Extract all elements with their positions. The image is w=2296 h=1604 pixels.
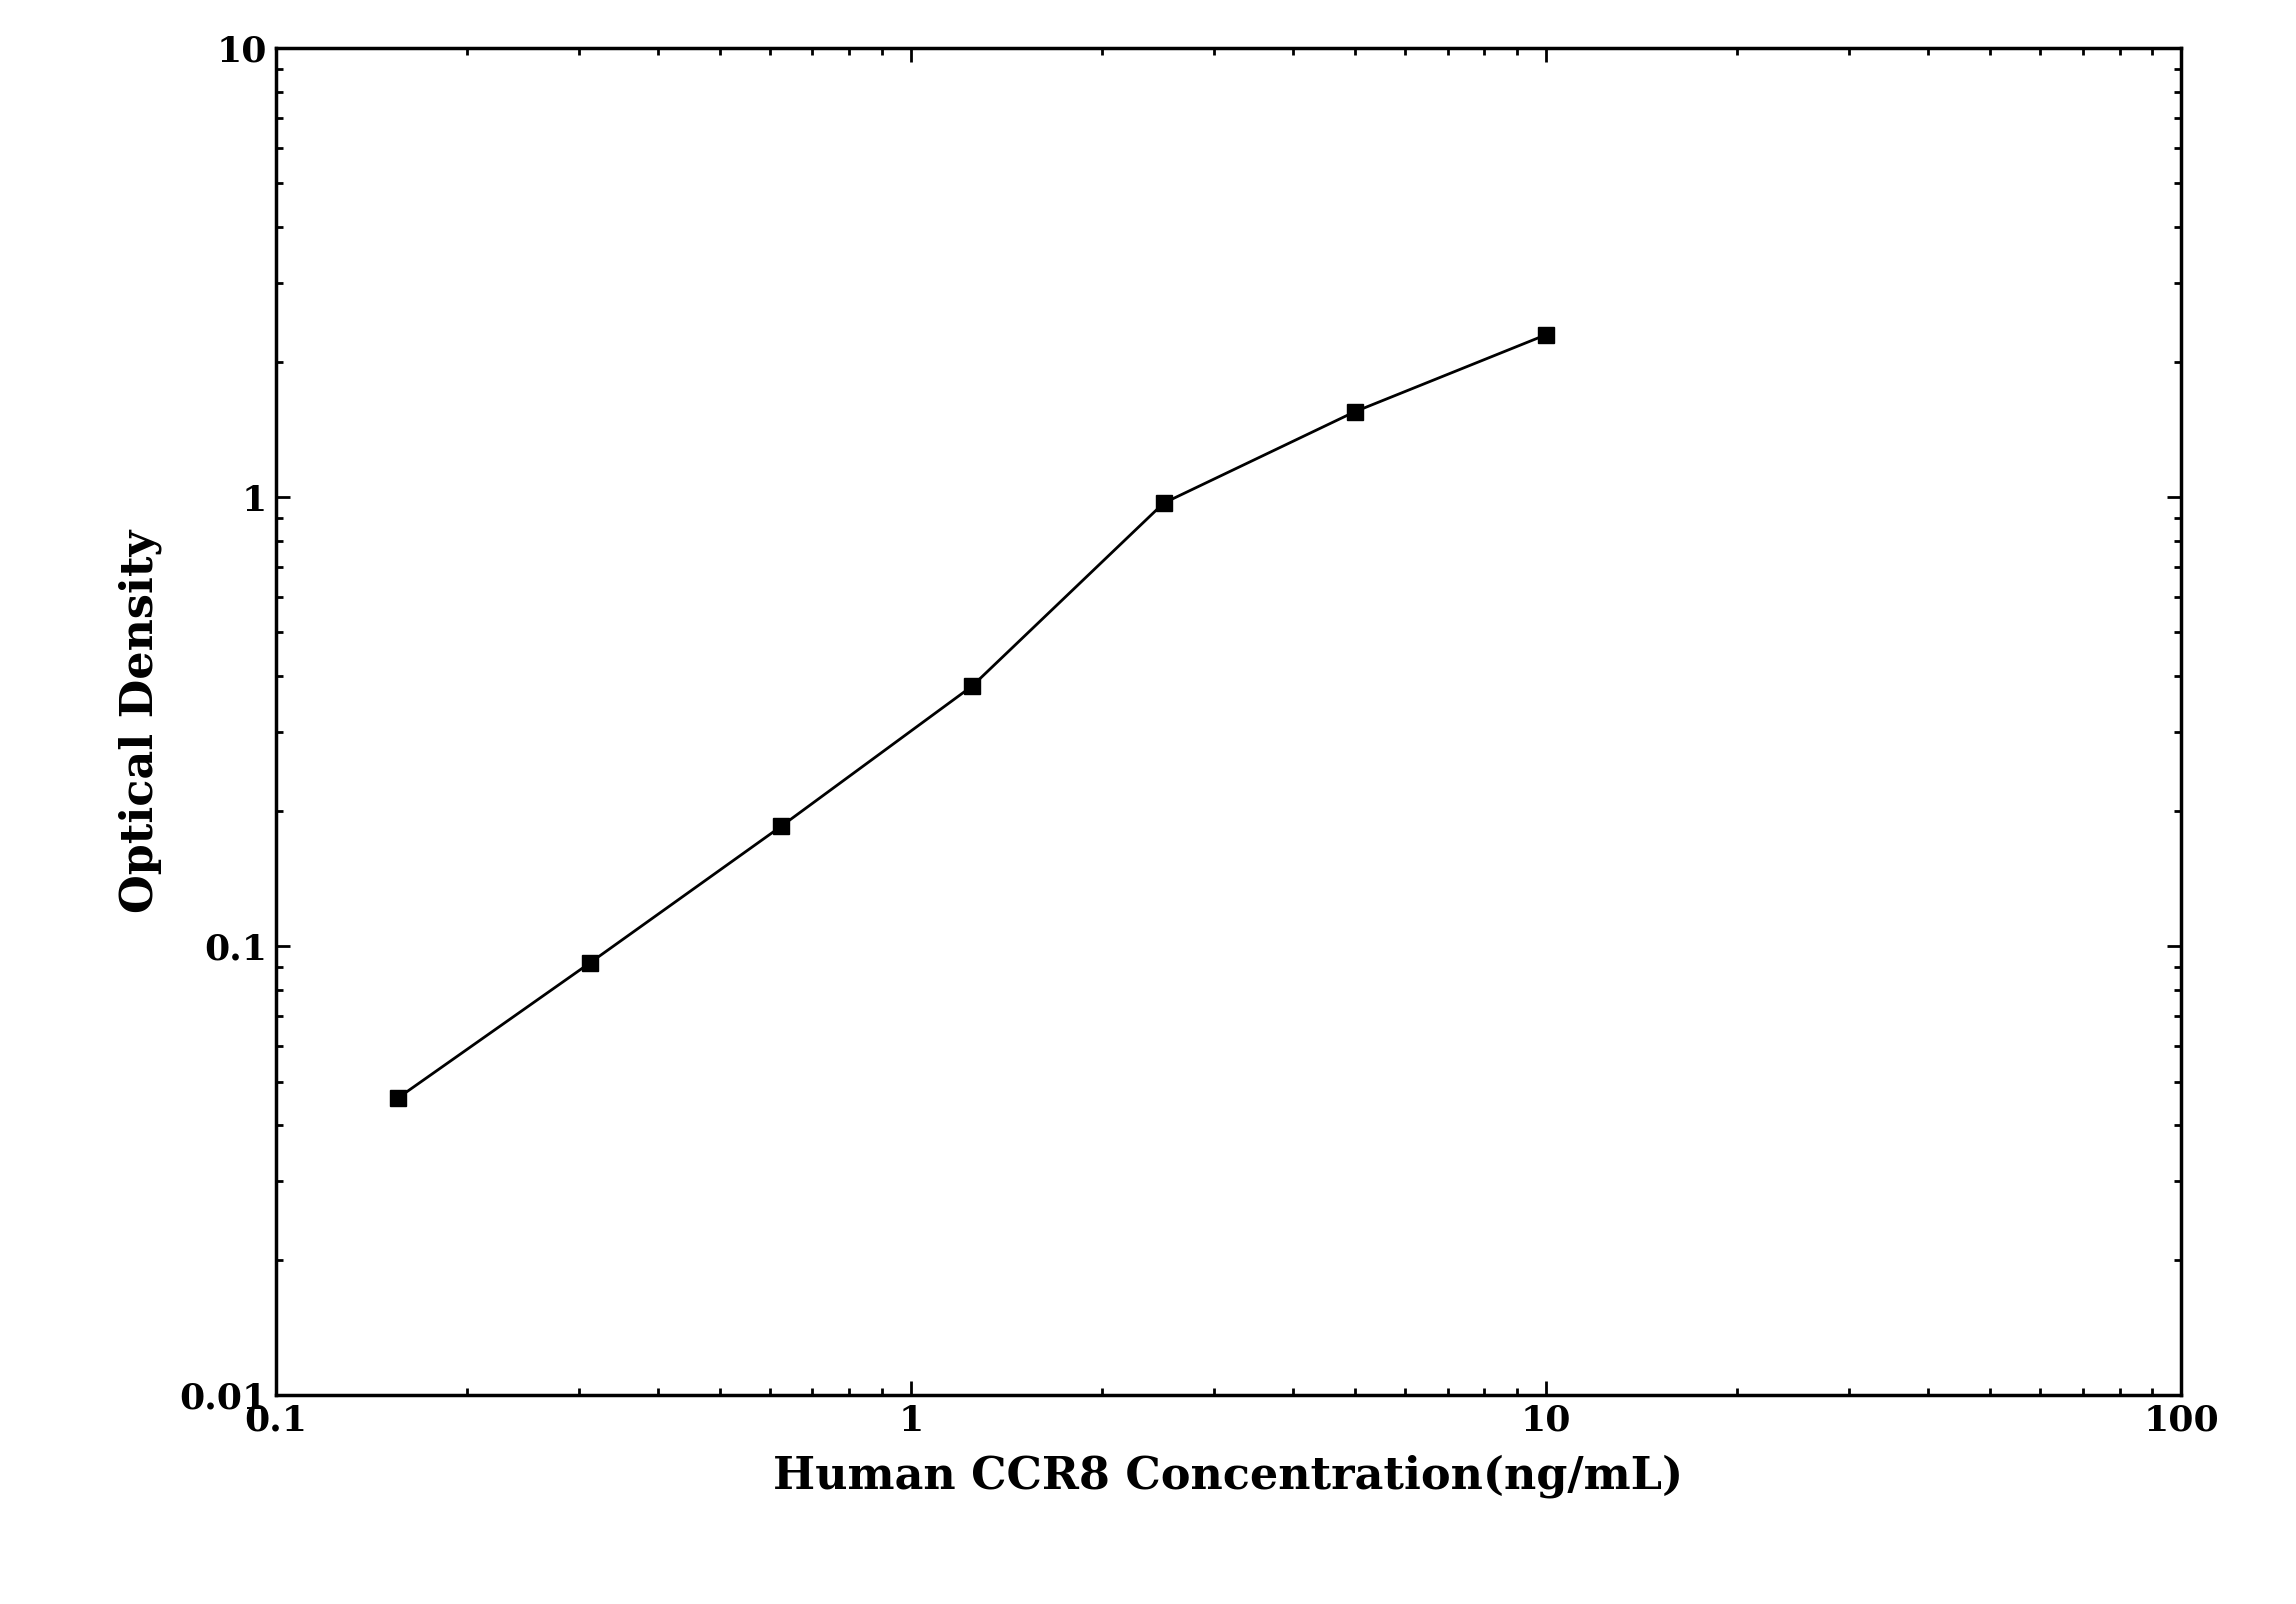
Y-axis label: Optical Density: Optical Density [119, 531, 163, 913]
X-axis label: Human CCR8 Concentration(ng/mL): Human CCR8 Concentration(ng/mL) [774, 1455, 1683, 1498]
